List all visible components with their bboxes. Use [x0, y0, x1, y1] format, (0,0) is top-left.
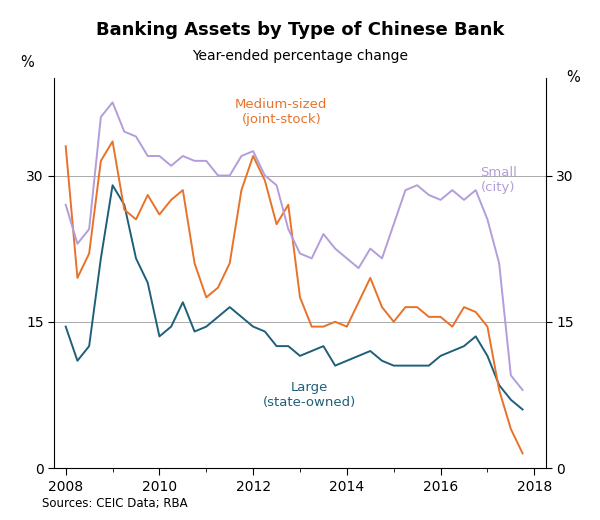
Y-axis label: %: %	[20, 55, 34, 70]
Text: Small
(city): Small (city)	[481, 166, 517, 194]
Text: Large
(state-owned): Large (state-owned)	[263, 381, 356, 409]
Text: Sources: CEIC Data; RBA: Sources: CEIC Data; RBA	[42, 497, 188, 510]
Text: Year-ended percentage change: Year-ended percentage change	[192, 49, 408, 63]
Text: Banking Assets by Type of Chinese Bank: Banking Assets by Type of Chinese Bank	[96, 21, 504, 39]
Text: Medium-sized
(joint-stock): Medium-sized (joint-stock)	[235, 98, 328, 126]
Y-axis label: %: %	[566, 70, 580, 85]
